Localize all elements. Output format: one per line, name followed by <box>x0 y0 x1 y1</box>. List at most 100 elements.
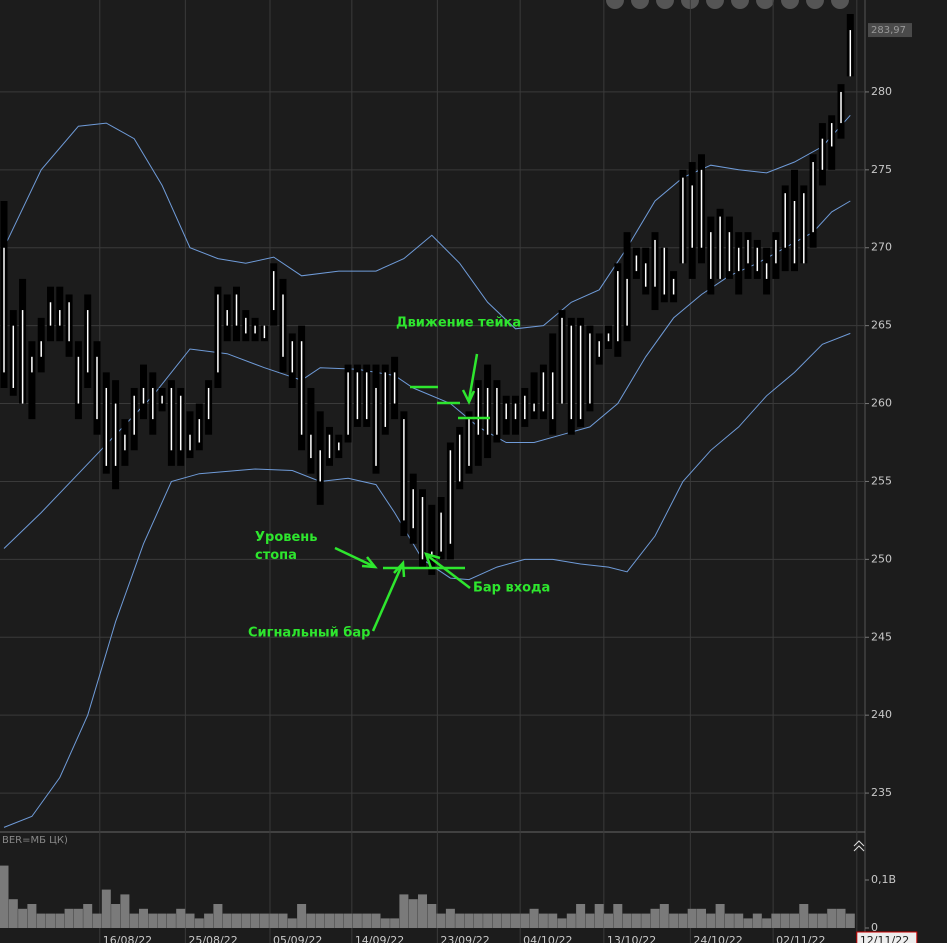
y-tick-label: 270 <box>871 241 892 254</box>
volume-bar <box>129 913 139 928</box>
band-line <box>3 114 851 330</box>
volume-bar <box>762 918 772 928</box>
volume-bar <box>148 913 158 928</box>
volume-bar <box>538 913 548 928</box>
volume-bar <box>483 913 493 928</box>
volume-bar <box>445 908 455 928</box>
volume-bar <box>678 913 688 928</box>
volume-bar <box>250 913 260 928</box>
volume-bar <box>594 904 604 928</box>
volume-bar <box>371 913 381 928</box>
volume-bar <box>27 904 37 928</box>
tool-button[interactable] <box>731 0 749 9</box>
volume-bar <box>64 908 74 928</box>
x-tick-label: 05/09/22 <box>273 934 322 943</box>
tool-button[interactable] <box>781 0 799 9</box>
volume-bar <box>204 913 214 928</box>
y-tick-label: 0 <box>871 921 878 934</box>
tool-button[interactable] <box>706 0 724 9</box>
bar-range <box>28 341 36 420</box>
volume-bar <box>18 908 28 928</box>
volume-bar <box>232 913 242 928</box>
arrow <box>467 353 479 401</box>
volume-bar <box>185 913 195 928</box>
volume-bar <box>325 913 335 928</box>
volume-bar <box>697 908 707 928</box>
volume-bar <box>622 913 632 928</box>
arrow <box>371 564 404 632</box>
volume-bar <box>101 889 111 928</box>
annotation: Уровень стопа <box>255 530 318 563</box>
tool-button[interactable] <box>631 0 649 9</box>
y-tick-label: 250 <box>871 552 892 565</box>
tool-button[interactable] <box>656 0 674 9</box>
x-tick-label: 02/11/22 <box>776 934 825 943</box>
volume-bar <box>790 913 800 928</box>
volume-bar <box>55 913 65 928</box>
x-tick-label: 24/10/22 <box>693 934 742 943</box>
tool-button[interactable] <box>756 0 774 9</box>
volume-bar <box>836 908 846 928</box>
volume-bar <box>390 918 400 928</box>
y-tick-label: 280 <box>871 85 892 98</box>
volume-bar <box>0 865 9 928</box>
volume-bar <box>269 913 279 928</box>
bar-range <box>530 372 538 420</box>
volume-bar <box>399 894 409 928</box>
volume-bar <box>455 913 465 928</box>
volume-bar <box>176 908 186 928</box>
annotations <box>334 353 490 632</box>
volume-bar <box>427 904 437 928</box>
annotation: Бар входа <box>473 581 550 596</box>
volume-bar <box>111 904 121 928</box>
y-tick-label: 265 <box>871 319 892 332</box>
volume-bar <box>715 904 725 928</box>
y-tick-label: 235 <box>871 786 892 799</box>
volume-bar <box>659 904 669 928</box>
arrow <box>334 546 374 568</box>
volume-bar <box>241 913 251 928</box>
tool-button[interactable] <box>831 0 849 9</box>
volume-bar <box>83 904 93 928</box>
arrow-head <box>393 559 406 578</box>
volume-bar <box>501 913 511 928</box>
y-tick-label: 240 <box>871 708 892 721</box>
tool-button[interactable] <box>806 0 824 9</box>
volume-bar <box>287 918 297 928</box>
volume-bar <box>845 913 855 928</box>
y-tick-label: 0,1B <box>871 873 896 886</box>
x-tick-label: 04/10/22 <box>523 934 572 943</box>
volume-bar <box>808 913 818 928</box>
tool-button[interactable] <box>606 0 624 9</box>
volume-bar <box>73 908 83 928</box>
volume-bar <box>436 913 446 928</box>
collapse-button[interactable] <box>853 840 865 852</box>
arrow <box>427 555 471 589</box>
volume-bar <box>306 913 316 928</box>
volume-bar <box>724 913 734 928</box>
volume-bar <box>418 894 428 928</box>
volume-bar <box>259 913 269 928</box>
arrow-head <box>461 389 476 405</box>
volume-bar <box>8 899 18 928</box>
volume-bar <box>669 913 679 928</box>
bar-range <box>428 504 436 575</box>
volume-bar <box>566 913 576 928</box>
volume-bar <box>613 904 623 928</box>
arrow-head <box>361 556 378 569</box>
toolbar <box>606 0 849 9</box>
arrow-head <box>424 552 441 569</box>
volume-bar <box>585 913 595 928</box>
volume-bar <box>166 913 176 928</box>
x-tick-label: 16/08/22 <box>103 934 152 943</box>
x-tick-label: 14/09/22 <box>355 934 404 943</box>
volume-bar <box>45 913 55 928</box>
volume-bar <box>706 913 716 928</box>
volume-bar <box>194 918 204 928</box>
volume-bar <box>92 913 102 928</box>
volume-bar <box>650 908 660 928</box>
volume-bar <box>771 913 781 928</box>
